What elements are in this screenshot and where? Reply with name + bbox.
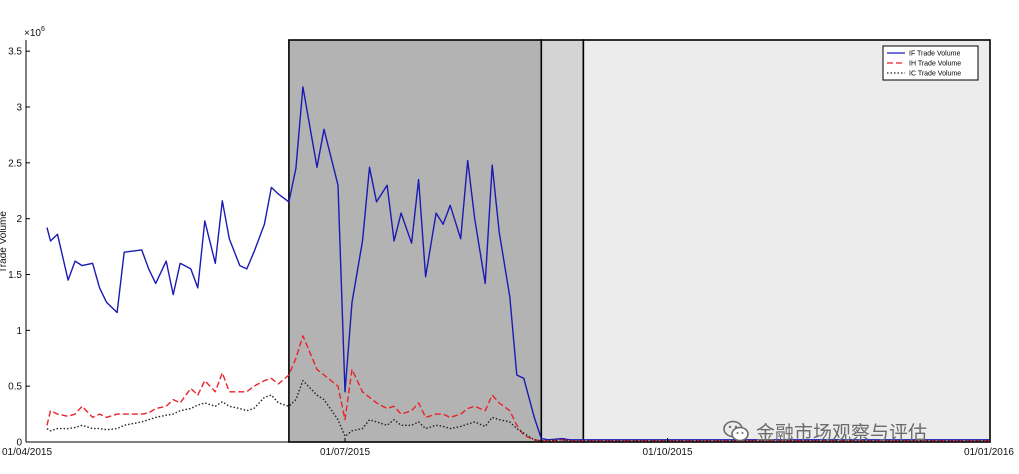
legend-label-2: IH Trade Volume — [909, 61, 961, 68]
shaded-region-2 — [540, 39, 585, 443]
y-tick-label: 3 — [16, 103, 22, 114]
y-tick-label: 0.5 — [8, 382, 22, 393]
y-tick-label: 1 — [16, 326, 22, 337]
legend-label-3: IC Trade Volume — [909, 71, 961, 78]
x-tick-label: 01/04/2015 — [2, 447, 52, 458]
wechat-icon — [723, 420, 749, 442]
shaded-regions — [288, 39, 991, 443]
y-ticks: 0 0.5 1 1.5 2 2.5 3 3.5 — [8, 47, 30, 449]
y-tick-label: 3.5 — [8, 47, 22, 58]
watermark-text: 金融市场观察与评估 — [756, 421, 928, 444]
y-tick-label: 2.5 — [8, 158, 22, 169]
y-tick-label: 2 — [16, 214, 22, 225]
y-tick-label: 0 — [16, 438, 22, 449]
legend-label-1: IF Trade Volume — [909, 51, 960, 58]
watermark: 金融市场观察与评估 — [722, 418, 927, 444]
y-scale-exponent: 6 — [41, 26, 45, 33]
y-scale-label: ×106 — [24, 26, 45, 39]
shaded-region-1 — [288, 39, 543, 443]
series-line-1 — [46, 86, 990, 441]
series-line-2 — [46, 335, 990, 442]
x-tick-label: 01/01/2016 — [964, 447, 1014, 458]
x-tick-label: 01/07/2015 — [320, 447, 370, 458]
y-tick-label: 1.5 — [8, 270, 22, 281]
x-ticks: 01/04/2015 01/07/2015 01/10/2015 01/01/2016 — [2, 438, 1014, 458]
y-scale-base: ×10 — [24, 28, 41, 39]
x-tick-label: 01/10/2015 — [642, 447, 692, 458]
shaded-region-3 — [582, 39, 991, 443]
series-layer — [46, 86, 990, 442]
legend: IF Trade Volume IH Trade Volume IC Trade V… — [882, 45, 979, 81]
y-axis-label: Trade Volume — [0, 211, 9, 273]
series-line-3 — [46, 379, 990, 442]
